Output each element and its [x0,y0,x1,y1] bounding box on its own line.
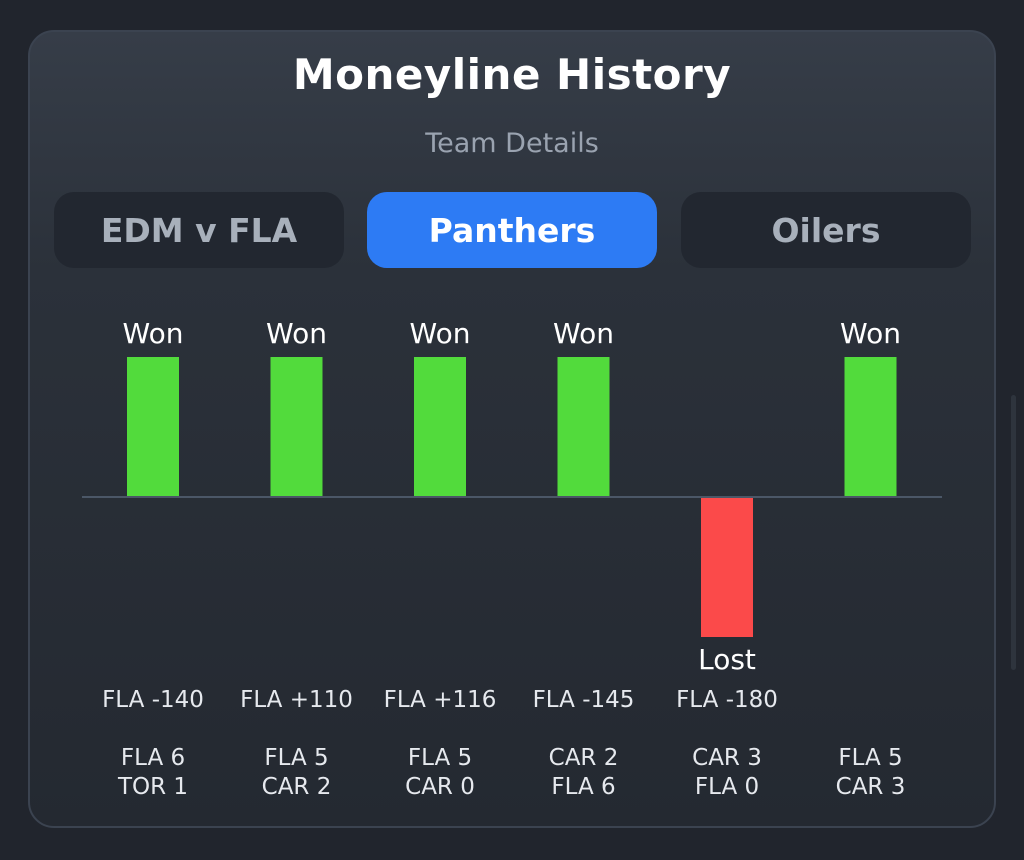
bar-4 [557,357,610,497]
score-line-1-5: CAR 3 [692,745,762,771]
result-label-6: Won [840,317,901,350]
score-line-1-3: FLA 5 [408,745,472,771]
score-line-2-2: CAR 2 [262,774,332,800]
moneyline-label-5: FLA -180 [676,687,778,713]
moneyline-label-1: FLA -140 [102,687,204,713]
score-line-1-6: FLA 5 [838,745,902,771]
tab-oilers[interactable]: Oilers [681,192,971,268]
score-line-1-1: FLA 6 [121,745,185,771]
score-line-2-5: FLA 0 [695,774,759,800]
bar-1 [127,357,179,497]
scrollbar[interactable] [1011,395,1016,670]
result-label-1: Won [123,317,184,350]
result-label-3: Won [410,317,471,350]
result-label-2: Won [266,317,327,350]
bar-6 [844,357,897,497]
moneyline-label-3: FLA +116 [384,687,497,713]
result-label-4: Won [553,317,614,350]
score-line-2-4: FLA 6 [551,774,615,800]
bar-2 [270,357,323,497]
bar-3 [414,357,466,497]
result-label-5: Lost [698,643,756,676]
tab-panthers[interactable]: Panthers [367,192,657,268]
tab-edm-v-fla[interactable]: EDM v FLA [54,192,344,268]
score-line-2-3: CAR 0 [405,774,475,800]
page-subtitle: Team Details [425,128,599,159]
moneyline-label-4: FLA -145 [533,687,635,713]
score-line-2-6: CAR 3 [836,774,906,800]
score-line-1-4: CAR 2 [549,745,619,771]
score-line-2-1: TOR 1 [117,774,188,800]
score-line-1-2: FLA 5 [264,745,328,771]
moneyline-history-card [28,30,996,828]
moneyline-label-2: FLA +110 [240,687,353,713]
bar-5 [701,497,753,637]
page-title: Moneyline History [292,50,732,99]
